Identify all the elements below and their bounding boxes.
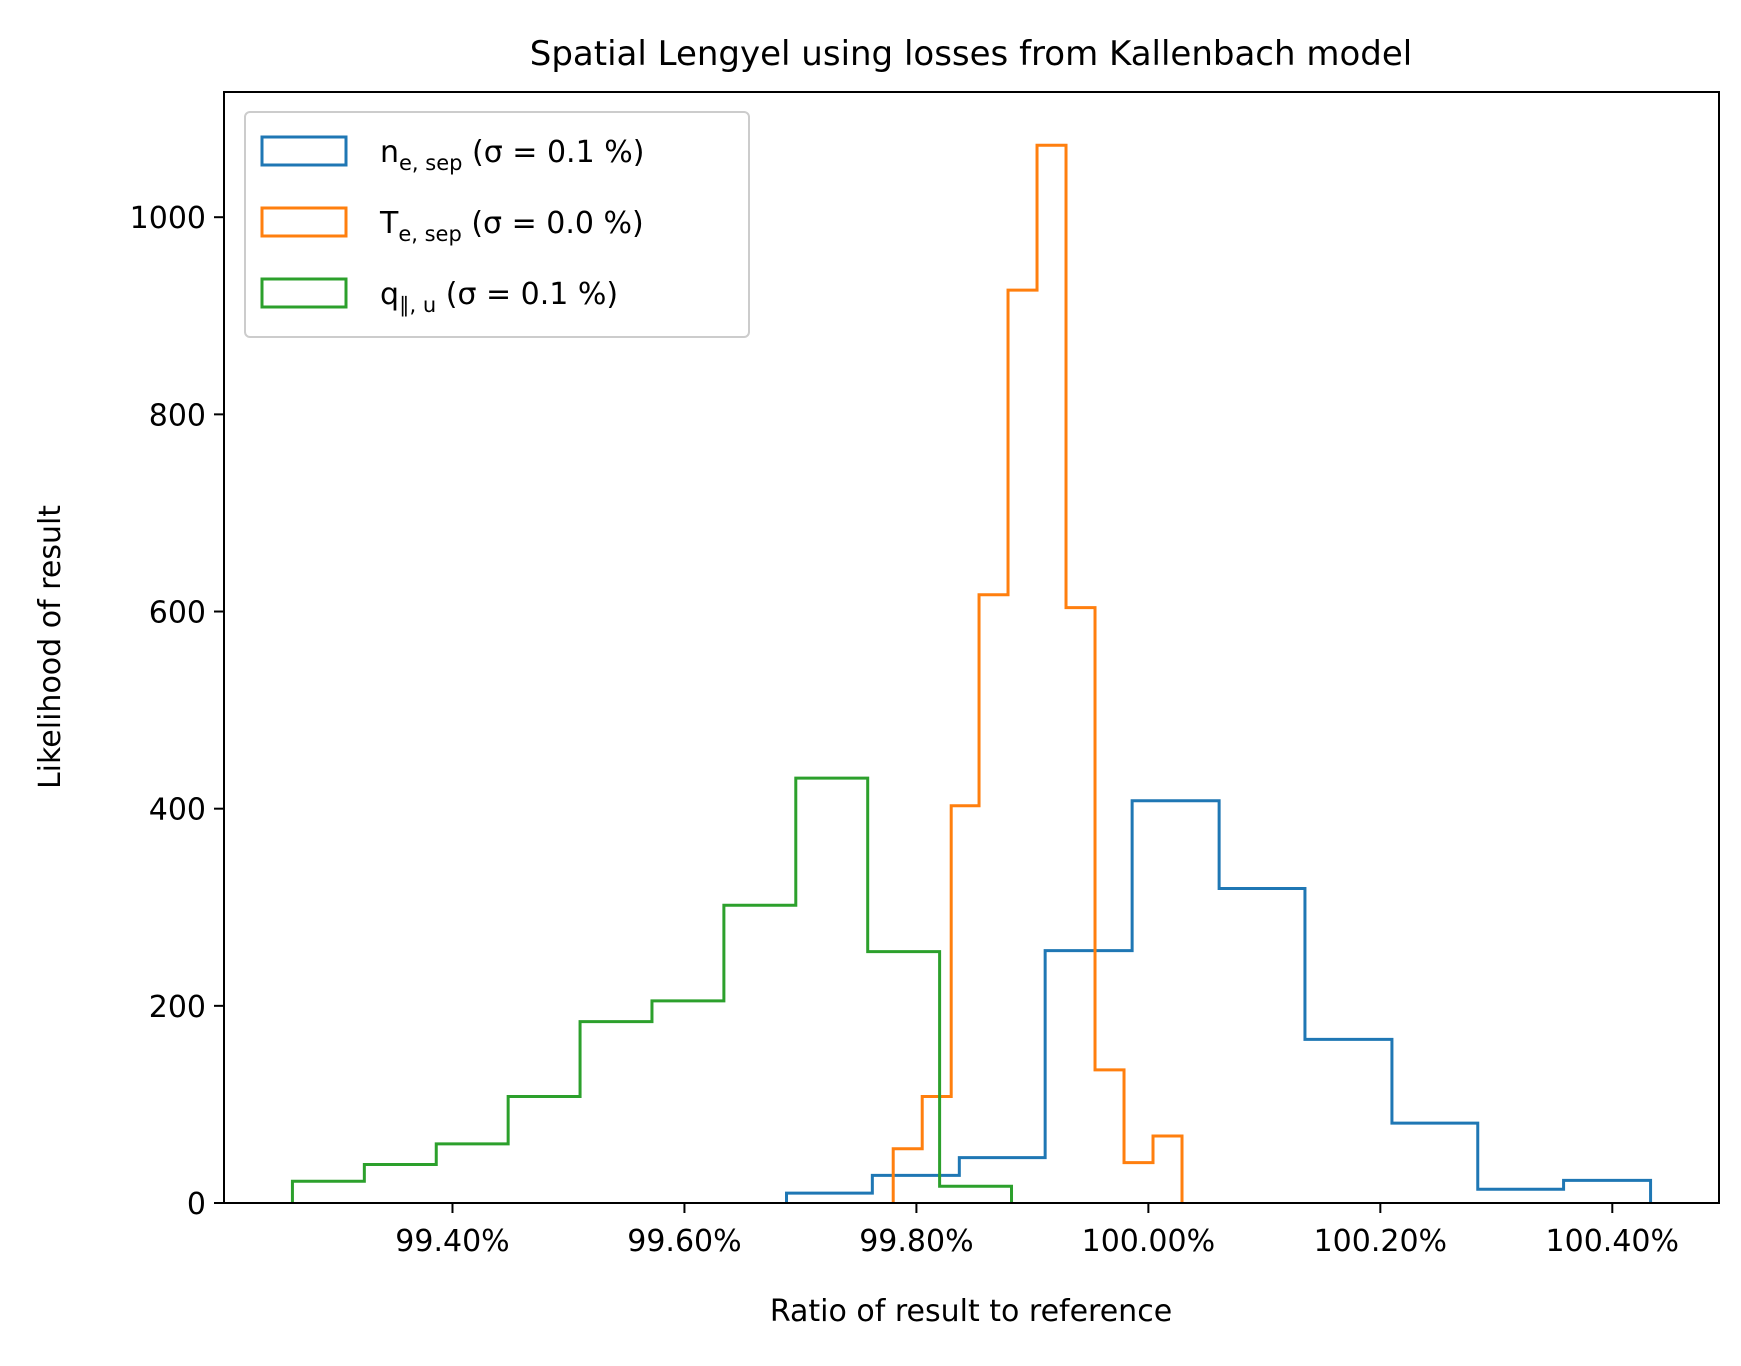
- x-tick-label: 100.20%: [1314, 1224, 1447, 1259]
- legend-label-symbol: T: [379, 206, 399, 241]
- y-axis: 0 200 400 600 800 1000: [130, 201, 224, 1222]
- histogram-series-3: [290, 776, 1014, 1203]
- x-axis: 99.40% 99.60% 99.80% 100.00% 100.20% 100.40%: [395, 1203, 1679, 1259]
- y-tick-label: 0: [187, 1187, 206, 1222]
- y-tick-label: 1000: [130, 201, 206, 236]
- plot-frame: [223, 91, 1720, 1204]
- legend-swatch: [260, 135, 348, 167]
- x-tick-label: 100.00%: [1082, 1224, 1215, 1259]
- x-tick-label: 100.40%: [1546, 1224, 1679, 1259]
- legend-label-sigma: (σ = 0.0 %): [462, 206, 644, 241]
- legend-label-subscript: ∥, u: [399, 293, 436, 317]
- legend-label-sigma: (σ = 0.1 %): [462, 135, 644, 170]
- legend: ne, sep (σ = 0.1 %)Te, sep (σ = 0.0 %)q∥…: [244, 111, 750, 338]
- y-tick-label: 400: [149, 793, 206, 828]
- legend-label-sigma: (σ = 0.1 %): [436, 277, 618, 312]
- legend-label-subscript: e, sep: [399, 151, 462, 175]
- legend-label-symbol: q: [380, 277, 399, 312]
- legend-label: Te, sep (σ = 0.0 %): [379, 206, 644, 246]
- legend-label: ne, sep (σ = 0.1 %): [380, 135, 644, 175]
- y-tick-label: 600: [149, 596, 206, 631]
- x-tick-label: 99.40%: [395, 1224, 509, 1259]
- legend-label: q∥, u (σ = 0.1 %): [380, 277, 618, 317]
- x-tick-label: 99.80%: [859, 1224, 973, 1259]
- series-layer: [290, 143, 1653, 1203]
- legend-label-symbol: n: [380, 135, 399, 170]
- legend-swatch: [260, 206, 348, 238]
- legend-swatch: [260, 277, 348, 309]
- chart-title: Spatial Lengyel using losses from Kallen…: [530, 34, 1412, 74]
- y-axis-label: Likelihood of result: [33, 505, 68, 789]
- legend-entries: ne, sep (σ = 0.1 %)Te, sep (σ = 0.0 %)q∥…: [260, 135, 644, 317]
- y-tick-label: 200: [149, 990, 206, 1025]
- legend-label-subscript: e, sep: [398, 222, 461, 246]
- x-axis-label: Ratio of result to reference: [770, 1294, 1172, 1329]
- x-tick-label: 99.60%: [627, 1224, 741, 1259]
- legend-box: [244, 111, 750, 338]
- histogram-series-2: [891, 143, 1184, 1203]
- histogram-series-1: [785, 799, 1653, 1203]
- y-tick-label: 800: [149, 398, 206, 433]
